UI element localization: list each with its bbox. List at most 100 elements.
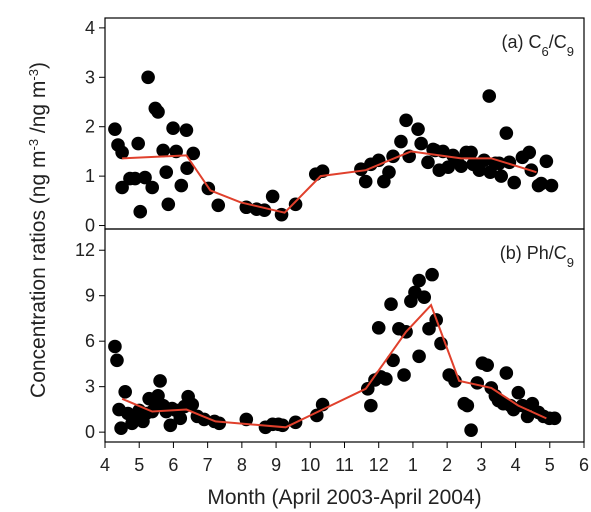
x-tick-label: 8: [237, 455, 247, 475]
point: [522, 145, 537, 160]
x-tick-label: 11: [335, 455, 354, 475]
point: [179, 123, 194, 137]
point: [421, 155, 435, 170]
point: [386, 353, 400, 368]
point: [482, 89, 497, 103]
y-tick-label: 9: [85, 286, 95, 306]
x-tick-label: 4: [100, 455, 110, 475]
x-axis-label: Month (April 2003-April 2004): [207, 486, 481, 509]
panel-label: (a) C6/C9: [502, 32, 574, 59]
point: [163, 418, 178, 433]
point: [417, 290, 432, 305]
point: [520, 409, 535, 424]
text-part: /C: [549, 32, 567, 52]
y-tick-label: 3: [85, 377, 95, 397]
point: [114, 421, 128, 436]
y-tick-label: 1: [85, 166, 95, 186]
point: [412, 273, 426, 288]
y-tick-label: 3: [85, 67, 95, 87]
point: [212, 416, 227, 431]
point: [507, 175, 522, 190]
script: 6: [542, 44, 549, 59]
point: [499, 126, 514, 140]
x-tick-label: 9: [271, 455, 281, 475]
x-tick-label: 10: [300, 455, 320, 475]
point: [118, 385, 132, 399]
script: 9: [567, 255, 574, 270]
text-part: /ng m: [27, 81, 50, 139]
point: [141, 70, 155, 85]
point: [159, 165, 174, 179]
point: [547, 411, 562, 426]
x-tick-label: 5: [134, 455, 144, 475]
point: [411, 122, 425, 136]
text-part: ): [27, 62, 50, 69]
point: [534, 176, 549, 191]
point: [174, 178, 189, 193]
x-tick-label: 2: [442, 455, 452, 475]
trend-line: [122, 150, 537, 214]
point: [265, 189, 280, 204]
point: [156, 143, 170, 158]
point: [128, 171, 142, 186]
point: [454, 159, 468, 174]
y-tick-label: 0: [85, 422, 95, 442]
point: [397, 368, 411, 382]
point: [382, 165, 396, 179]
point: [185, 397, 200, 412]
point: [480, 358, 494, 372]
point: [399, 113, 413, 128]
point: [161, 197, 176, 212]
x-tick-label: 1: [408, 455, 418, 475]
x-tick-label: 7: [203, 455, 213, 475]
text-part: Concentration ratios (ng m: [27, 151, 50, 398]
point: [425, 267, 439, 282]
point: [133, 204, 148, 219]
script: -3: [26, 139, 41, 151]
point: [309, 408, 324, 423]
point: [544, 178, 559, 193]
point: [108, 122, 122, 136]
point: [371, 321, 386, 335]
point: [186, 146, 201, 161]
point: [257, 203, 272, 218]
point: [288, 197, 303, 212]
x-tick-label: 12: [369, 455, 389, 475]
point: [211, 198, 226, 213]
point: [166, 121, 180, 135]
point: [151, 105, 165, 119]
point: [131, 136, 145, 151]
point: [180, 161, 194, 176]
point: [499, 366, 514, 380]
point: [138, 170, 152, 185]
point: [539, 154, 554, 169]
y-tick-label: 6: [85, 331, 95, 351]
point: [379, 372, 393, 386]
point: [384, 297, 398, 311]
x-tick-label: 4: [511, 455, 521, 475]
point: [412, 349, 426, 364]
point: [115, 145, 129, 160]
y-tick-label: 2: [85, 117, 95, 137]
point: [153, 374, 167, 388]
y-tick-label: 4: [85, 18, 95, 38]
point: [464, 145, 478, 160]
point: [394, 134, 408, 149]
y-axis-label: Concentration ratios (ng m-3 /ng m-3): [26, 62, 51, 398]
point: [477, 153, 491, 168]
script: -3: [26, 69, 41, 81]
trend-line: [121, 303, 547, 429]
point: [364, 398, 378, 413]
point: [275, 418, 290, 433]
point: [511, 385, 526, 400]
x-tick-label: 5: [545, 455, 555, 475]
y-tick-label: 12: [75, 240, 95, 260]
text-part: (b) Ph/C: [500, 243, 567, 263]
point: [173, 411, 188, 426]
x-tick-label: 3: [476, 455, 486, 475]
point: [460, 398, 475, 413]
x-tick-label: 6: [168, 455, 178, 475]
point: [464, 423, 478, 437]
point: [494, 169, 509, 183]
